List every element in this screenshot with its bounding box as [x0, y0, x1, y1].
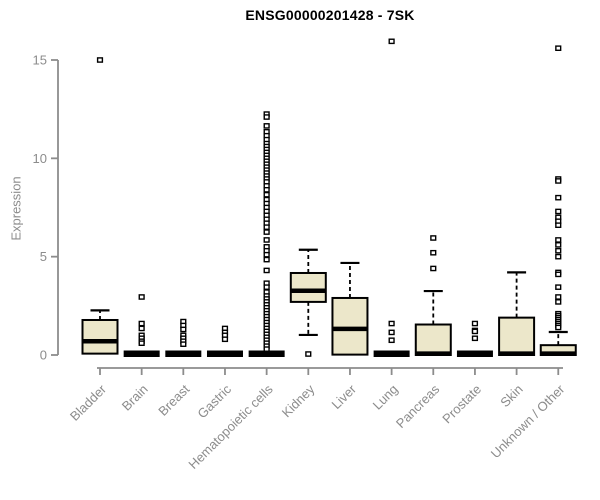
outlier-point: [388, 320, 395, 327]
flat-box-lung: [373, 350, 410, 357]
box-liver: [331, 296, 369, 356]
outlier-point: [555, 208, 562, 215]
y-tick-label: 10: [33, 151, 47, 166]
outlier-point: [430, 265, 437, 272]
category-label: Bladder: [67, 381, 110, 424]
outlier-point: [471, 328, 479, 335]
flat-box-gastric: [206, 350, 243, 357]
outlier-point: [263, 346, 270, 352]
category-label: Prostate: [439, 382, 484, 427]
flat-box-breast: [165, 350, 202, 357]
category-label: Unknown / Other: [488, 381, 568, 461]
outlier-point: [555, 178, 562, 184]
outlier-point: [388, 38, 395, 45]
outlier-point: [263, 256, 270, 263]
outlier-point: [471, 320, 479, 327]
chart-title: ENSG00000201428 - 7SK: [245, 7, 415, 23]
outlier-point: [263, 251, 270, 258]
outlier-point: [263, 237, 270, 243]
y-tick-label: 15: [33, 53, 47, 68]
box-pancreas: [414, 323, 452, 356]
outlier-point: [555, 242, 562, 248]
outlier-point: [180, 341, 187, 347]
outlier-point: [263, 267, 270, 274]
outlier-point: [305, 351, 312, 357]
y-tick-label: 5: [40, 249, 47, 264]
outlier-point: [430, 249, 437, 256]
y-tick-label: 0: [40, 348, 47, 363]
outlier-point: [555, 294, 562, 300]
category-label: Liver: [329, 381, 360, 412]
outlier-point: [263, 186, 270, 193]
outlier-point: [263, 123, 270, 129]
outlier-point: [555, 253, 562, 260]
outlier-point: [138, 340, 145, 347]
category-label: Brain: [119, 382, 151, 414]
box-skin: [498, 316, 536, 356]
outlier-point: [263, 284, 270, 290]
flat-box-hematopoietic-cells: [248, 350, 285, 357]
category-label: Skin: [497, 382, 525, 410]
outlier-point: [555, 271, 562, 278]
box-bladder: [81, 318, 119, 355]
category-label: Lung: [370, 382, 401, 413]
outlier-point: [555, 324, 562, 331]
outlier-point: [138, 320, 145, 327]
outlier-point: [180, 326, 187, 333]
outlier-point: [221, 336, 229, 343]
outlier-point: [263, 114, 270, 120]
outlier-point: [96, 57, 104, 63]
outlier-point: [263, 229, 270, 235]
outlier-point: [263, 224, 270, 230]
outlier-point: [263, 191, 270, 198]
outlier-point: [555, 284, 562, 290]
category-label: Breast: [155, 381, 192, 418]
category-label: Kidney: [279, 381, 318, 420]
outlier-point: [471, 335, 479, 342]
outlier-point: [555, 194, 562, 201]
outlier-point: [138, 325, 145, 332]
outlier-point: [555, 222, 562, 229]
outlier-point: [555, 237, 562, 243]
outlier-point: [388, 329, 395, 336]
flat-box-brain: [123, 350, 160, 357]
outlier-point: [138, 294, 145, 300]
category-label: Gastric: [194, 381, 234, 421]
flat-box-prostate: [456, 350, 493, 357]
category-label: Pancreas: [393, 381, 443, 431]
box-kidney: [289, 271, 327, 303]
outlier-point: [388, 337, 395, 344]
outlier-point: [430, 235, 437, 241]
outlier-point: [555, 45, 562, 51]
outlier-point: [555, 299, 562, 305]
outlier-point: [555, 247, 562, 254]
